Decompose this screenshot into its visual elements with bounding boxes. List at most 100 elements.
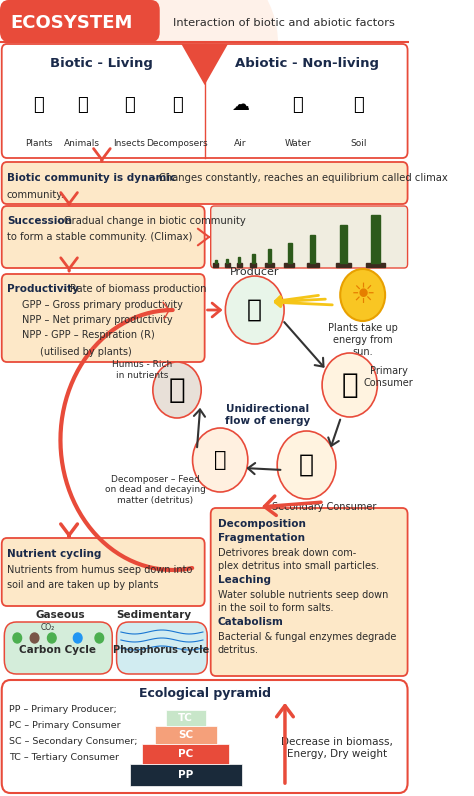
Text: 💧: 💧 [292,96,303,114]
Circle shape [322,353,377,417]
Text: Animals: Animals [64,139,100,147]
Text: 🦌: 🦌 [341,371,358,399]
Text: Biotic community is dynamic: Biotic community is dynamic [7,173,176,183]
Text: GPP – Gross primary productivity: GPP – Gross primary productivity [22,300,182,310]
Circle shape [192,428,248,492]
Circle shape [47,633,56,643]
Bar [249,263,256,267]
FancyBboxPatch shape [2,538,205,606]
FancyBboxPatch shape [117,622,207,674]
Bar [284,263,294,267]
Bar [166,710,206,726]
Text: Biotic - Living: Biotic - Living [50,57,153,71]
Bar [310,235,315,263]
Text: NPP – Net primary productivity: NPP – Net primary productivity [22,315,172,325]
Text: Productivity: Productivity [7,284,79,294]
Circle shape [13,633,22,643]
Bar [288,243,292,263]
Text: Decrease in biomass,
Energy, Dry weight: Decrease in biomass, Energy, Dry weight [281,737,392,759]
Text: Producer: Producer [230,267,280,277]
Text: Water soluble nutrients seep down: Water soluble nutrients seep down [218,590,388,600]
Text: soil and are taken up by plants: soil and are taken up by plants [7,580,158,590]
Bar [371,215,380,263]
Text: Decomposition: Decomposition [218,519,305,529]
Bar [336,263,351,267]
Text: SC – Secondary Consumer;: SC – Secondary Consumer; [9,738,137,747]
Text: plex detritus into small particles.: plex detritus into small particles. [218,561,379,571]
Text: 🐅: 🐅 [299,453,314,477]
Circle shape [277,431,336,499]
Text: Ecological pyramid: Ecological pyramid [139,688,271,700]
Text: Nutrient cycling: Nutrient cycling [7,549,101,559]
Text: Catabolism: Catabolism [218,617,283,627]
FancyBboxPatch shape [2,44,408,158]
Bar [129,764,242,786]
Text: Insects: Insects [114,139,146,147]
Text: PC: PC [178,749,193,759]
FancyBboxPatch shape [2,274,205,362]
Text: Water: Water [284,139,311,147]
Text: Succession: Succession [7,216,72,226]
Text: Unidirectional
flow of energy: Unidirectional flow of energy [225,404,310,426]
Text: Air: Air [234,139,246,147]
Text: NPP - GPP – Respiration (R): NPP - GPP – Respiration (R) [22,330,155,340]
Text: ☀: ☀ [350,281,375,309]
FancyBboxPatch shape [2,162,408,204]
Text: ECOSYSTEM: ECOSYSTEM [10,14,133,32]
Bar [340,225,347,263]
Text: Carbon Cycle: Carbon Cycle [19,645,96,655]
Text: Phosphorus cycle: Phosphorus cycle [113,645,210,655]
Text: Humus - Rich
in nutrients: Humus - Rich in nutrients [112,361,173,380]
Text: Fragmentation: Fragmentation [218,533,305,543]
Text: 🦌: 🦌 [77,96,87,114]
Text: 🐅: 🐅 [214,450,227,470]
Text: CO₂: CO₂ [40,623,55,632]
Bar [366,263,385,267]
Text: PC – Primary Consumer: PC – Primary Consumer [9,721,120,731]
Circle shape [73,633,82,643]
Text: - Changes constantly, reaches an equilibrium called climax: - Changes constantly, reaches an equilib… [148,173,447,183]
Text: 🌱: 🌱 [247,298,262,322]
Text: Primary
Consumer: Primary Consumer [364,366,413,388]
Bar [252,254,255,263]
Bar [226,259,228,263]
Text: Detrivores break down com-: Detrivores break down com- [218,548,356,558]
Text: 🐛: 🐛 [124,96,135,114]
Circle shape [30,633,39,643]
Text: detritus.: detritus. [218,645,259,655]
Bar [265,263,273,267]
Bar [237,263,242,267]
Text: - Rate of biomass production: - Rate of biomass production [61,284,207,294]
Text: Bacterial & fungal enzymes degrade: Bacterial & fungal enzymes degrade [218,632,396,642]
Bar [215,260,217,263]
Text: Leaching: Leaching [218,575,271,585]
Text: 🍂: 🍂 [172,96,182,114]
Wedge shape [131,0,278,44]
Text: PP – Primary Producer;: PP – Primary Producer; [9,705,117,715]
Polygon shape [182,44,228,85]
Text: Decomposer – Feed
on dead and decaying
matter (detritus): Decomposer – Feed on dead and decaying m… [105,475,206,505]
Text: SC: SC [178,730,193,740]
Bar [143,744,229,764]
Text: in the soil to form salts.: in the soil to form salts. [218,603,333,613]
Text: Decomposers: Decomposers [146,139,208,147]
Text: 🌱: 🌱 [34,96,44,114]
Text: Sedimentary: Sedimentary [116,610,191,620]
Bar [213,263,219,267]
Text: Nutrients from humus seep down into: Nutrients from humus seep down into [7,565,192,575]
Circle shape [340,269,385,321]
Bar [307,263,319,267]
Bar [225,263,230,267]
FancyBboxPatch shape [211,206,408,268]
Circle shape [225,276,284,344]
Bar [268,249,271,263]
Text: community.: community. [7,190,65,200]
Text: ⬛: ⬛ [169,376,185,404]
FancyBboxPatch shape [2,206,205,268]
Text: (utilised by plants): (utilised by plants) [40,347,132,357]
FancyBboxPatch shape [2,680,408,793]
Text: Abiotic - Non-living: Abiotic - Non-living [235,57,379,71]
Text: Secondary Consumer: Secondary Consumer [272,502,376,512]
Bar [238,257,240,263]
FancyBboxPatch shape [0,0,160,42]
